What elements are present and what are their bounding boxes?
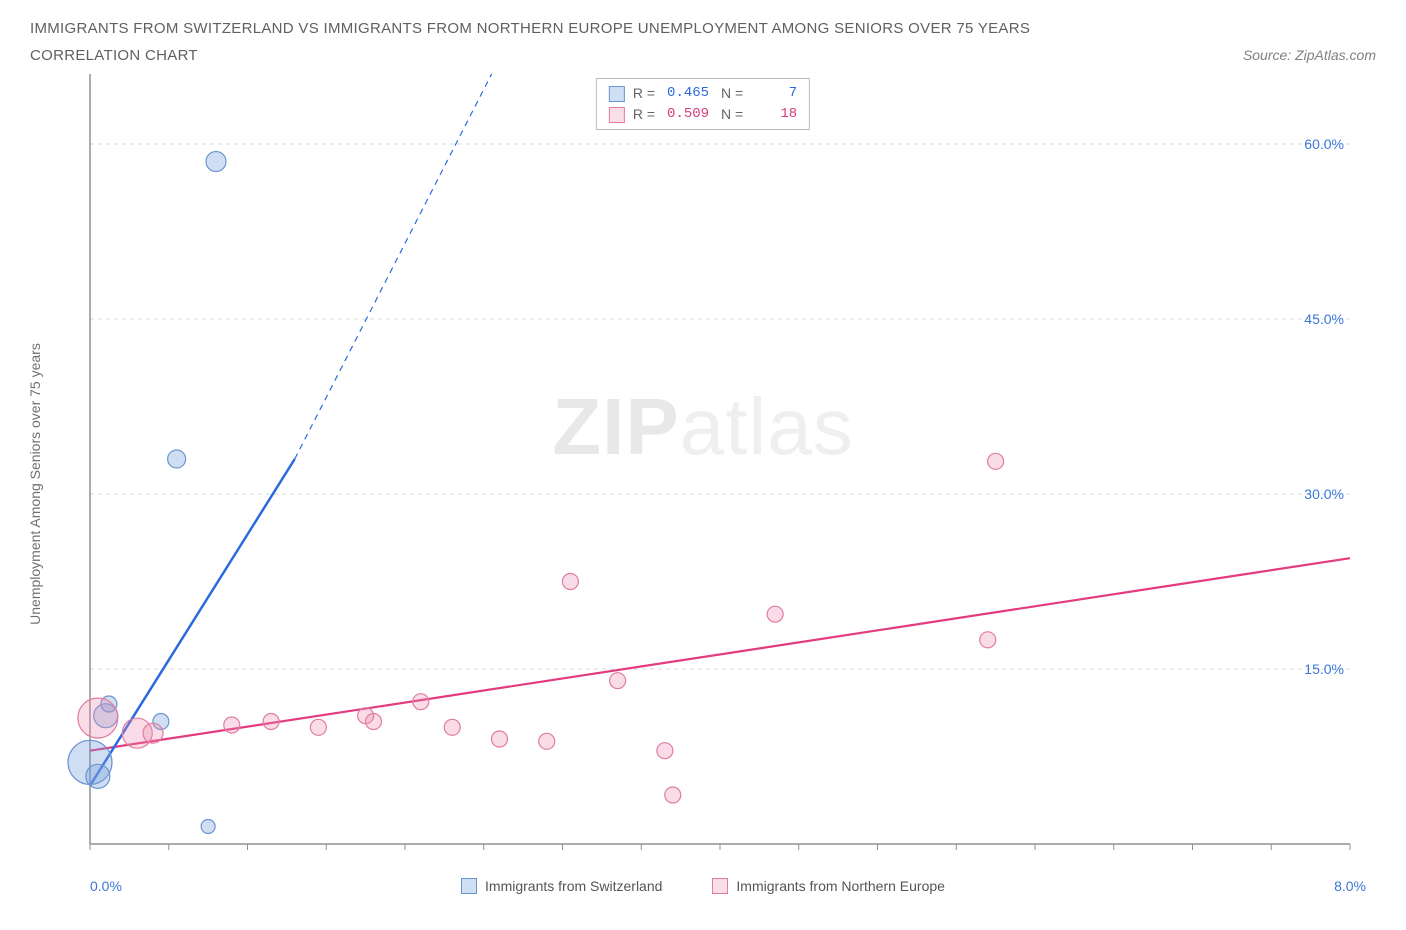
legend-label-northern-europe: Immigrants from Northern Europe (736, 878, 945, 894)
legend-row-switzerland: R = 0.465 N = 7 (609, 83, 797, 104)
x-axis-legend: 0.0% Immigrants from Switzerland Immigra… (30, 878, 1376, 894)
swatch-northern-europe (609, 107, 625, 123)
chart-area: Unemployment Among Seniors over 75 years… (30, 74, 1376, 894)
x-tick-start: 0.0% (90, 878, 122, 894)
swatch-northern-europe-bottom (712, 878, 728, 894)
chart-header: IMMIGRANTS FROM SWITZERLAND VS IMMIGRANT… (30, 20, 1376, 64)
stat-n-label: N = (717, 83, 743, 104)
stat-n-switzerland: 7 (751, 83, 797, 104)
svg-text:30.0%: 30.0% (1304, 486, 1344, 502)
swatch-switzerland-bottom (461, 878, 477, 894)
chart-title: IMMIGRANTS FROM SWITZERLAND VS IMMIGRANT… (30, 20, 1376, 37)
stat-r-switzerland: 0.465 (663, 83, 709, 104)
swatch-switzerland (609, 86, 625, 102)
stat-n-label: N = (717, 104, 743, 125)
stat-r-label: R = (633, 104, 655, 125)
stat-r-northern-europe: 0.509 (663, 104, 709, 125)
svg-text:60.0%: 60.0% (1304, 136, 1344, 152)
chart-subtitle: CORRELATION CHART (30, 47, 198, 64)
source-credit: Source: ZipAtlas.com (1243, 47, 1376, 63)
legend-row-northern-europe: R = 0.509 N = 18 (609, 104, 797, 125)
correlation-legend: R = 0.465 N = 7 R = 0.509 N = 18 (596, 78, 810, 130)
stat-r-label: R = (633, 83, 655, 104)
legend-label-switzerland: Immigrants from Switzerland (485, 878, 662, 894)
scatter-plot: 15.0% 30.0% 45.0% 60.0% (30, 74, 1376, 864)
svg-text:45.0%: 45.0% (1304, 311, 1344, 327)
svg-text:15.0%: 15.0% (1304, 661, 1344, 677)
x-tick-end: 8.0% (1334, 878, 1366, 894)
y-axis-label: Unemployment Among Seniors over 75 years (27, 343, 43, 625)
legend-item-northern-europe: Immigrants from Northern Europe (712, 878, 945, 894)
legend-item-switzerland: Immigrants from Switzerland (461, 878, 662, 894)
stat-n-northern-europe: 18 (751, 104, 797, 125)
